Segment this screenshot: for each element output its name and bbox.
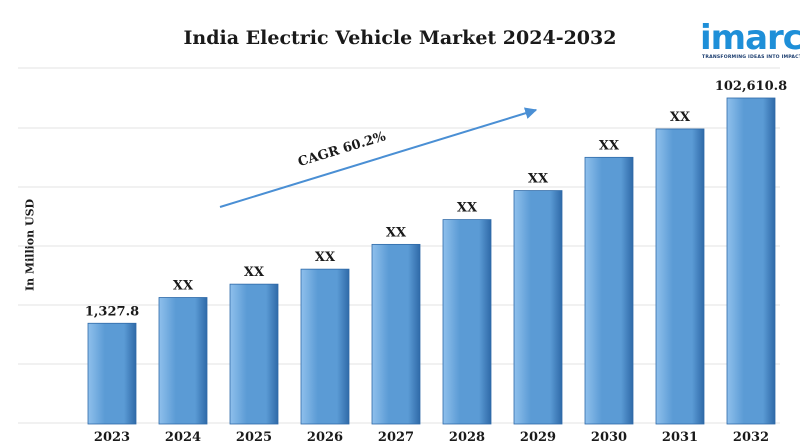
data-label-2029: XX: [528, 172, 549, 187]
category-label-2030: 2030: [591, 430, 627, 445]
imarc-logo: imarc TRANSFORMING IDEAS INTO IMPACT: [700, 18, 800, 66]
bar-2023: [87, 322, 137, 425]
data-label-2025: XX: [244, 265, 265, 280]
bar-2028: [442, 219, 492, 425]
data-label-2031: XX: [670, 110, 691, 125]
bars: [87, 97, 776, 425]
bar-2026: [300, 268, 350, 425]
bar-2027: [371, 243, 421, 425]
data-label-2027: XX: [386, 225, 407, 240]
data-label-2028: XX: [457, 201, 478, 216]
logo-tagline: TRANSFORMING IDEAS INTO IMPACT: [702, 55, 800, 60]
bar-2032: [726, 97, 776, 425]
bar-2031: [655, 128, 705, 425]
data-label-2032: 102,610.8: [715, 79, 787, 94]
category-label-2025: 2025: [236, 430, 272, 445]
data-label-2024: XX: [173, 279, 194, 294]
data-label-2026: XX: [315, 250, 336, 265]
annotations: CAGR 60.2%: [219, 107, 538, 208]
category-label-2024: 2024: [165, 430, 201, 445]
category-label-2032: 2032: [733, 430, 769, 445]
category-label-2023: 2023: [94, 430, 130, 445]
category-label-2031: 2031: [662, 430, 698, 445]
data-labels: 1,327.8 XX XX XX XX XX XX XX XX 102,610.8: [85, 79, 787, 319]
cagr-arrow: [219, 107, 538, 208]
cagr-label: CAGR 60.2%: [296, 129, 388, 170]
bar-2024: [158, 297, 208, 425]
bar-2030: [584, 156, 634, 425]
category-label-2028: 2028: [449, 430, 485, 445]
bar-2029: [513, 190, 563, 425]
category-label-2027: 2027: [378, 430, 414, 445]
data-label-2030: XX: [599, 138, 620, 153]
category-labels: 2023 2024 2025 2026 2027 2028 2029 2030 2031 2032: [94, 430, 769, 445]
category-label-2029: 2029: [520, 430, 556, 445]
chart-title: India Electric Vehicle Market 2024-2032: [183, 27, 617, 49]
logo-word: imarc: [700, 18, 800, 58]
data-label-2023: 1,327.8: [85, 304, 139, 319]
category-label-2026: 2026: [307, 430, 343, 445]
bar-2025: [229, 283, 279, 425]
